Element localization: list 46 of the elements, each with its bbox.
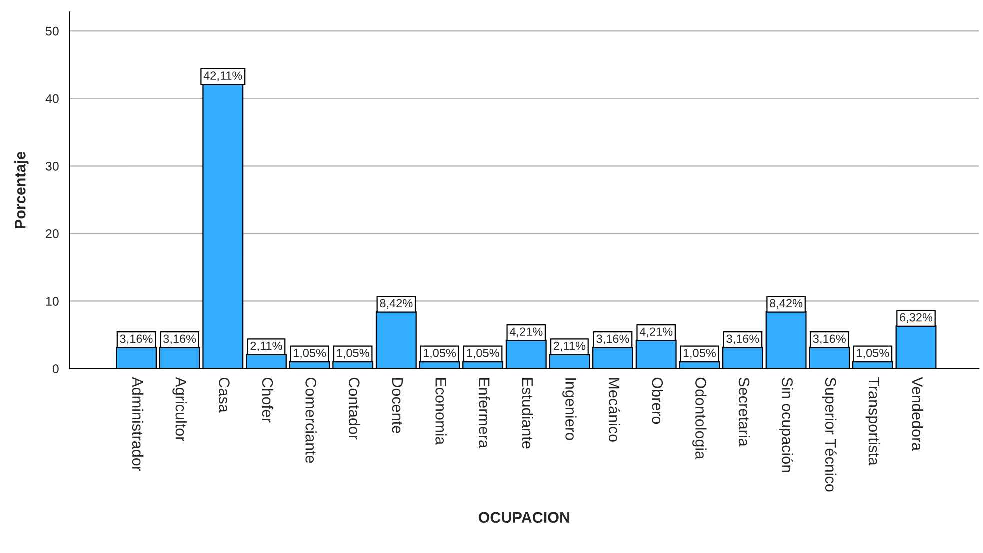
data-label: 4,21% <box>510 328 543 338</box>
data-label: 1,05% <box>294 349 326 359</box>
x-tick-label: Comerciante <box>306 378 317 464</box>
x-axis-title: OCUPACION <box>478 512 570 524</box>
x-tick-label: Obrero <box>652 378 664 424</box>
data-label: 1,05% <box>684 349 716 359</box>
x-tick-label: Odontologia <box>692 378 707 460</box>
data-label: 2,11% <box>554 342 586 352</box>
x-tick-label: Secretaria <box>738 378 750 447</box>
data-label: 1,05% <box>424 349 456 359</box>
data-label: 3,16% <box>813 334 846 345</box>
y-tick-label: 0 <box>52 364 59 374</box>
y-tick-label: 30 <box>46 162 59 171</box>
y-axis-title: Porcentaje <box>14 152 29 229</box>
x-tick-label: Contador <box>349 378 360 440</box>
data-label: 1,05% <box>337 349 370 359</box>
data-label: 8,42% <box>380 299 413 310</box>
data-label: 2,11% <box>250 342 282 352</box>
x-tick-label: Administrador <box>132 377 144 472</box>
x-tick-label: Casa <box>219 378 230 413</box>
y-tick-label: 40 <box>46 94 59 104</box>
y-tick-label: 10 <box>46 297 59 306</box>
y-tick-label: 20 <box>46 230 59 238</box>
data-label: 1,05% <box>857 349 890 359</box>
data-label: 3,16% <box>596 334 630 345</box>
data-label: 3,16% <box>726 334 760 345</box>
x-tick-label: Superior Técnico <box>822 378 837 492</box>
x-tick-label: Ingeniero <box>562 378 577 440</box>
data-label: 3,16% <box>120 334 153 345</box>
x-tick-label: Transportista <box>866 378 880 466</box>
y-tick-label: 50 <box>46 26 59 36</box>
x-tick-label: Mecánico <box>608 378 620 442</box>
x-tick-label: Enfermera <box>478 378 490 449</box>
x-tick-label: Chofer <box>262 378 274 423</box>
x-tick-label: Sin ocupación <box>779 378 794 472</box>
x-tick-label: Vendedora <box>912 377 924 452</box>
x-tick-label: Agricultor <box>172 377 187 442</box>
data-label: 6,32% <box>900 313 933 324</box>
x-tick-label: Docente <box>392 378 403 434</box>
x-tick-label: Economia <box>436 378 447 446</box>
data-label: 1,05% <box>467 349 500 359</box>
data-label: 8,42% <box>770 299 803 310</box>
x-tick-label: Estudiante <box>522 378 534 449</box>
data-label: 42,11% <box>204 72 242 82</box>
data-label: 4,21% <box>640 328 673 338</box>
data-label: 3,16% <box>164 334 196 345</box>
